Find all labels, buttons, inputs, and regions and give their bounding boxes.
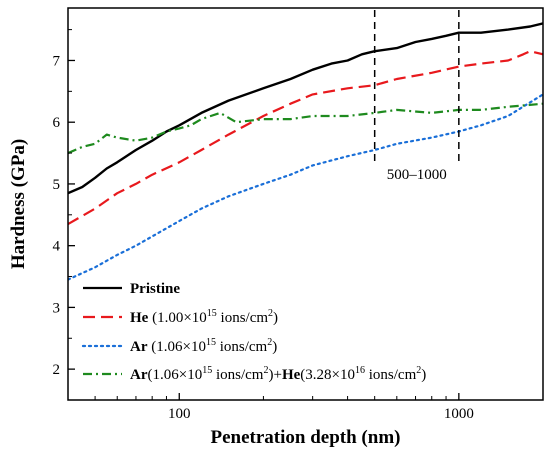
series-line-1: [68, 22, 543, 195]
legend-label-3: Ar (1.06×1015 ions/cm2): [130, 337, 277, 355]
legend-label-2: He (1.00×1015 ions/cm2): [130, 308, 278, 326]
y-tick-label: 4: [53, 239, 61, 255]
annotation-layer: 500–1000: [373, 10, 460, 183]
x-tick-label: 1000: [444, 406, 474, 422]
y-tick-label: 7: [53, 53, 61, 69]
tick-layer: 2 3 4 5 6 7 100 1000: [53, 29, 474, 422]
legend: Pristine He (1.00×1015 ions/cm2) Ar (1.06×…: [81, 281, 426, 383]
series-line-2: [68, 50, 543, 226]
legend-label-4: Ar(1.06×1015 ions/cm2)+He(3.28×1016 ions…: [130, 365, 426, 383]
series-layer: [68, 22, 543, 281]
x-tick-label: 100: [168, 406, 191, 422]
legend-label-1: Pristine: [130, 281, 180, 297]
y-tick-label: 5: [53, 177, 61, 193]
x-axis-title: Penetration depth (nm): [211, 427, 401, 448]
y-tick-label: 2: [53, 362, 61, 378]
y-axis-title: Hardness (GPa): [8, 139, 29, 269]
range-annotation-label: 500–1000: [387, 167, 447, 183]
series-line-3: [68, 93, 543, 281]
y-tick-label: 3: [53, 300, 61, 316]
y-tick-label: 6: [53, 115, 61, 131]
plot-frame: [67, 7, 544, 401]
series-line-4: [68, 102, 543, 155]
